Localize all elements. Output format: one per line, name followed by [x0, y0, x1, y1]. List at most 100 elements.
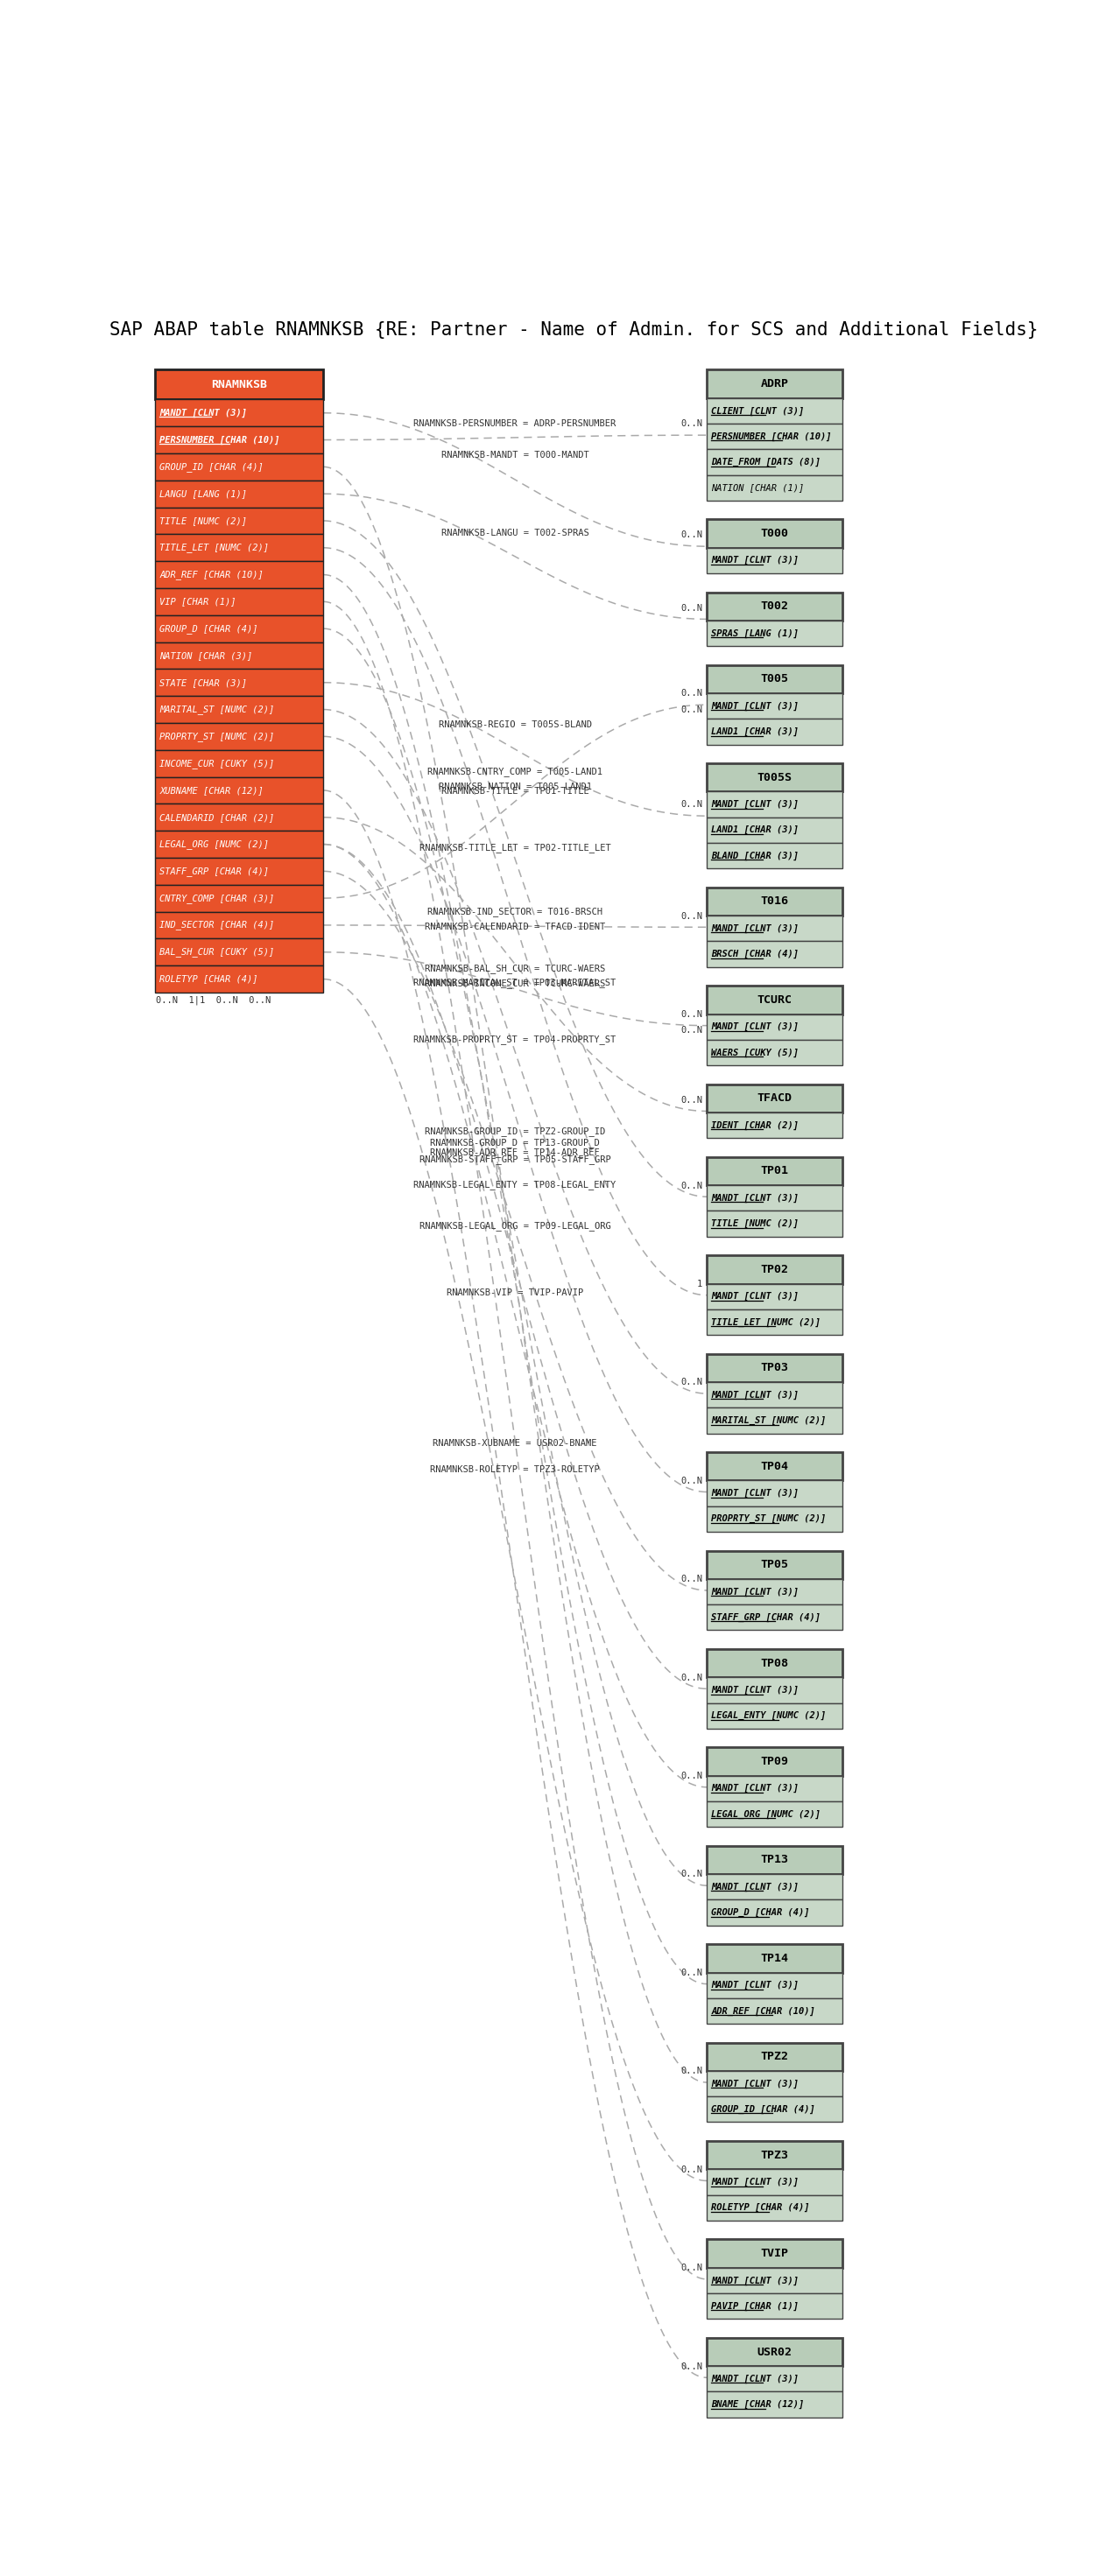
Bar — [707, 817, 842, 842]
Text: STAFF_GRP [CHAR (4)]: STAFF_GRP [CHAR (4)] — [160, 866, 269, 876]
Bar — [707, 1113, 842, 1139]
Bar — [707, 2239, 842, 2267]
Bar — [707, 2339, 842, 2367]
Text: TITLE_LET [NUMC (2)]: TITLE_LET [NUMC (2)] — [711, 1319, 821, 1327]
Text: PROPRTY_ST [NUMC (2)]: PROPRTY_ST [NUMC (2)] — [160, 732, 274, 742]
Bar — [707, 2169, 842, 2195]
Text: RNAMNKSB-PROPRTY_ST = TP04-PROPRTY_ST: RNAMNKSB-PROPRTY_ST = TP04-PROPRTY_ST — [413, 1036, 616, 1043]
Bar — [707, 2293, 842, 2318]
Text: TITLE_LET [NUMC (2)]: TITLE_LET [NUMC (2)] — [160, 544, 269, 551]
Bar — [707, 2195, 842, 2221]
Text: RNAMNKSB-GROUP_D = TP13-GROUP_D: RNAMNKSB-GROUP_D = TP13-GROUP_D — [430, 1139, 600, 1146]
Bar — [707, 1255, 842, 1283]
Text: 0..N  1|1  0..N  0..N: 0..N 1|1 0..N 0..N — [157, 994, 271, 1005]
Text: LEGAL_ORG [NUMC (2)]: LEGAL_ORG [NUMC (2)] — [160, 840, 269, 850]
Text: PERSNUMBER [CHAR (10)]: PERSNUMBER [CHAR (10)] — [160, 435, 280, 443]
Text: USR02: USR02 — [757, 2347, 792, 2357]
Bar — [707, 719, 842, 744]
Text: 0..N: 0..N — [681, 2362, 702, 2370]
Text: TP05: TP05 — [760, 1558, 788, 1571]
Bar — [707, 1157, 842, 1185]
Text: GROUP_D [CHAR (4)]: GROUP_D [CHAR (4)] — [711, 1909, 810, 1917]
Bar — [707, 2141, 842, 2169]
Bar — [707, 2391, 842, 2416]
Bar — [707, 549, 842, 574]
Text: RNAMNKSB-LANGU = T002-SPRAS: RNAMNKSB-LANGU = T002-SPRAS — [441, 528, 589, 536]
Bar — [707, 1999, 842, 2025]
Text: RNAMNKSB-REGIO = T005S-BLAND: RNAMNKSB-REGIO = T005S-BLAND — [438, 721, 591, 729]
Text: 0..N: 0..N — [681, 1476, 702, 1486]
Bar — [707, 1211, 842, 1236]
Text: 0..N: 0..N — [681, 1095, 702, 1105]
Text: MARITAL_ST [NUMC (2)]: MARITAL_ST [NUMC (2)] — [711, 1417, 827, 1425]
Bar — [707, 762, 842, 791]
Bar — [707, 1605, 842, 1631]
Text: TPZ2: TPZ2 — [760, 2050, 788, 2063]
Text: MANDT [CLNT (3)]: MANDT [CLNT (3)] — [711, 556, 799, 564]
Bar — [707, 665, 842, 693]
Text: 0..N: 0..N — [681, 690, 702, 698]
Text: 0..N: 0..N — [681, 2066, 702, 2076]
Text: MANDT [CLNT (3)]: MANDT [CLNT (3)] — [711, 2177, 799, 2187]
Text: RNAMNKSB-MARITAL_ST = TP03-MARITAL_ST: RNAMNKSB-MARITAL_ST = TP03-MARITAL_ST — [413, 979, 616, 987]
Bar — [155, 371, 324, 399]
Bar — [155, 884, 324, 912]
Text: MANDT [CLNT (3)]: MANDT [CLNT (3)] — [711, 2277, 799, 2285]
Text: GROUP_D [CHAR (4)]: GROUP_D [CHAR (4)] — [160, 623, 259, 634]
Text: NATION [CHAR (3)]: NATION [CHAR (3)] — [160, 652, 253, 659]
Text: PERSNUMBER [CHAR (10)]: PERSNUMBER [CHAR (10)] — [711, 433, 832, 440]
Text: TP04: TP04 — [760, 1461, 788, 1471]
Text: TP02: TP02 — [760, 1265, 788, 1275]
Text: T005S: T005S — [757, 773, 792, 783]
Text: MANDT [CLNT (3)]: MANDT [CLNT (3)] — [711, 1023, 799, 1030]
Text: RNAMNKSB-CNTRY_COMP = T005-LAND1: RNAMNKSB-CNTRY_COMP = T005-LAND1 — [428, 768, 603, 775]
Bar — [707, 1481, 842, 1507]
Bar — [707, 399, 842, 422]
Bar — [707, 1649, 842, 1677]
Text: RNAMNKSB-MANDT = T000-MANDT: RNAMNKSB-MANDT = T000-MANDT — [441, 451, 589, 459]
Bar — [707, 1775, 842, 1801]
Bar — [155, 587, 324, 616]
Bar — [707, 1551, 842, 1579]
Text: IDENT [CHAR (2)]: IDENT [CHAR (2)] — [711, 1121, 799, 1131]
Text: MARITAL_ST [NUMC (2)]: MARITAL_ST [NUMC (2)] — [160, 706, 274, 714]
Text: BNAME [CHAR (12)]: BNAME [CHAR (12)] — [711, 2401, 804, 2409]
Text: 0..N: 0..N — [681, 531, 702, 538]
Bar — [707, 520, 842, 549]
Text: LEGAL_ENTY [NUMC (2)]: LEGAL_ENTY [NUMC (2)] — [711, 1710, 827, 1721]
Bar — [155, 912, 324, 938]
Bar — [707, 1355, 842, 1383]
Text: CNTRY_COMP [CHAR (3)]: CNTRY_COMP [CHAR (3)] — [160, 894, 274, 904]
Text: RNAMNKSB-STAFF_GRP = TP05-STAFF_GRP: RNAMNKSB-STAFF_GRP = TP05-STAFF_GRP — [419, 1154, 610, 1164]
Text: TP13: TP13 — [760, 1855, 788, 1865]
Text: MANDT [CLNT (3)]: MANDT [CLNT (3)] — [711, 2079, 799, 2089]
Text: 0..N: 0..N — [681, 1968, 702, 1978]
Bar — [155, 804, 324, 832]
Bar — [707, 1579, 842, 1605]
Text: VIP [CHAR (1)]: VIP [CHAR (1)] — [160, 598, 236, 605]
Text: LAND1 [CHAR (3)]: LAND1 [CHAR (3)] — [711, 726, 799, 737]
Text: RNAMNKSB-IND_SECTOR = T016-BRSCH: RNAMNKSB-IND_SECTOR = T016-BRSCH — [428, 907, 603, 917]
Text: RNAMNKSB-NATION = T005-LAND1: RNAMNKSB-NATION = T005-LAND1 — [438, 783, 591, 791]
Bar — [707, 1453, 842, 1481]
Text: TP01: TP01 — [760, 1164, 788, 1177]
Bar — [707, 1406, 842, 1432]
Text: CLIENT [CLNT (3)]: CLIENT [CLNT (3)] — [711, 407, 804, 415]
Bar — [155, 641, 324, 670]
Text: RNAMNKSB-CALENDARID = TFACD-IDENT: RNAMNKSB-CALENDARID = TFACD-IDENT — [424, 922, 605, 933]
Bar — [155, 533, 324, 562]
Bar — [155, 453, 324, 479]
Text: 0..N: 0..N — [681, 1378, 702, 1386]
Text: IND_SECTOR [CHAR (4)]: IND_SECTOR [CHAR (4)] — [160, 920, 274, 930]
Text: LANGU [LANG (1)]: LANGU [LANG (1)] — [160, 489, 248, 497]
Text: 0..N: 0..N — [681, 420, 702, 428]
Bar — [707, 1383, 842, 1406]
Bar — [707, 1084, 842, 1113]
Bar — [707, 2267, 842, 2293]
Bar — [707, 1875, 842, 1899]
Text: ADR_REF [CHAR (10)]: ADR_REF [CHAR (10)] — [711, 2007, 815, 2014]
Bar — [155, 724, 324, 750]
Text: GROUP_ID [CHAR (4)]: GROUP_ID [CHAR (4)] — [160, 461, 263, 471]
Text: 0..N: 0..N — [681, 1870, 702, 1878]
Text: MANDT [CLNT (3)]: MANDT [CLNT (3)] — [711, 1785, 799, 1793]
